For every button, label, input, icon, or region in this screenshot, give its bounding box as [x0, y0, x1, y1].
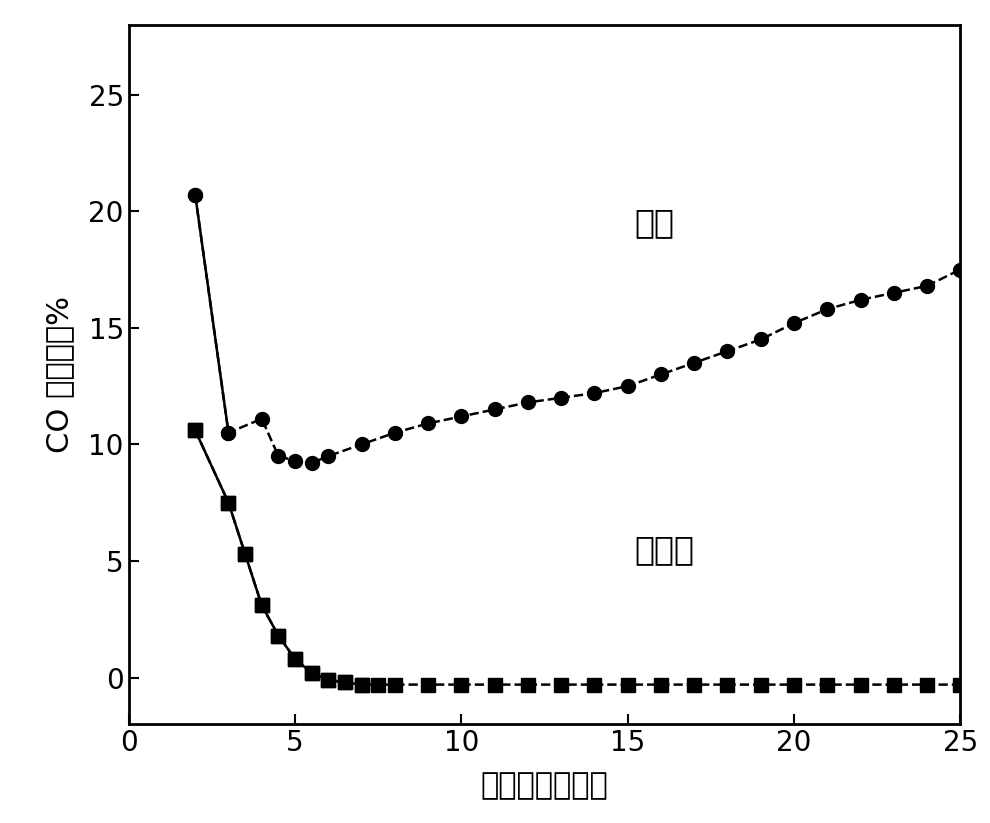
Text: 光照: 光照 — [635, 207, 674, 239]
Text: 非光照: 非光照 — [635, 532, 694, 566]
X-axis label: 反应时间，小时: 反应时间，小时 — [480, 771, 609, 800]
Y-axis label: CO 转化率，%: CO 转化率，% — [46, 296, 74, 453]
